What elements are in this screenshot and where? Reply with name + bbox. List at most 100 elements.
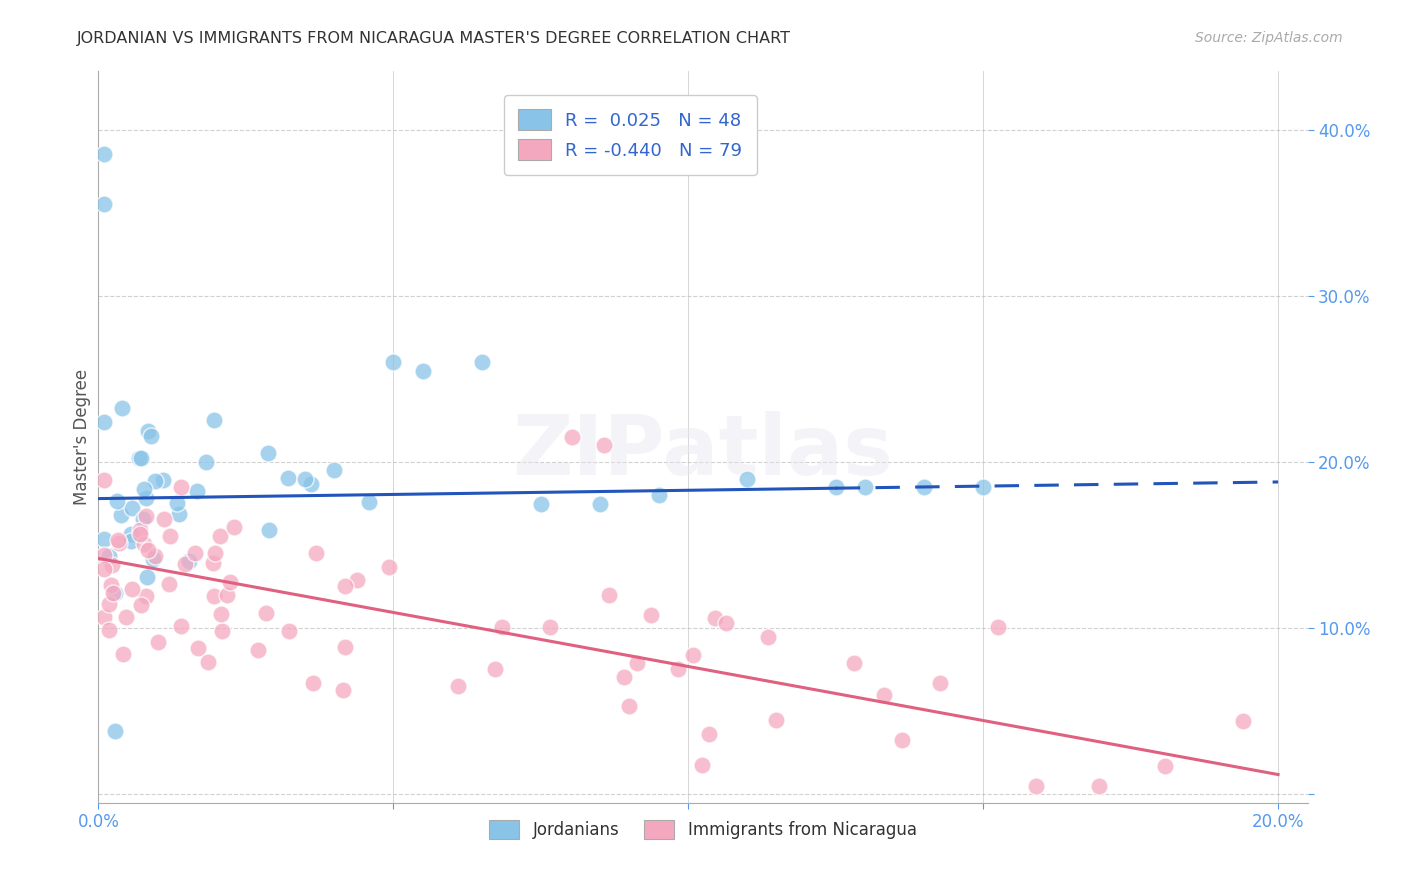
Point [305,546,328,560]
Point [179,554,201,568]
Point [93,532,115,546]
Point [530,497,553,511]
Point [853,480,876,494]
Point [153,511,176,525]
Point [929,676,952,690]
Point [377,560,399,574]
Point [873,689,896,703]
Point [254,607,277,621]
Point [484,662,506,676]
Point [129,451,152,466]
Point [202,413,225,427]
Point [187,641,209,656]
Point [844,656,866,670]
Point [97,549,120,564]
Point [132,537,155,551]
Point [204,546,226,560]
Point [690,757,713,772]
Point [107,536,129,550]
Point [222,520,245,534]
Point [93,147,115,161]
Point [136,570,159,584]
Point [703,611,725,625]
Point [143,549,166,563]
Point [215,588,238,602]
Point [346,573,368,587]
Point [143,474,166,488]
Text: JORDANIAN VS IMMIGRANTS FROM NICARAGUA MASTER'S DEGREE CORRELATION CHART: JORDANIAN VS IMMIGRANTS FROM NICARAGUA M… [77,31,792,46]
Point [648,488,671,502]
Point [598,588,620,602]
Point [114,610,136,624]
Point [257,446,280,460]
Point [323,463,346,477]
Point [357,495,380,509]
Point [111,401,134,415]
Point [157,577,180,591]
Y-axis label: Master's Degree: Master's Degree [73,369,91,505]
Point [101,586,124,600]
Point [93,473,115,487]
Point [152,473,174,487]
Point [110,508,132,523]
Point [139,429,162,443]
Text: ZIPatlas: ZIPatlas [513,411,893,492]
Point [184,546,207,560]
Point [132,511,155,525]
Point [121,500,143,515]
Point [129,526,152,541]
Point [912,480,935,494]
Point [134,482,156,496]
Point [97,597,120,611]
Point [167,507,190,521]
Point [714,615,737,630]
Point [112,647,135,661]
Point [1088,779,1111,793]
Point [104,724,127,739]
Point [159,529,181,543]
Point [136,424,159,438]
Point [1153,759,1175,773]
Point [613,670,636,684]
Point [170,619,193,633]
Point [93,415,115,429]
Point [589,497,612,511]
Point [128,450,150,465]
Point [593,438,616,452]
Point [93,561,115,575]
Point [247,643,270,657]
Point [135,589,157,603]
Point [194,455,217,469]
Point [120,527,142,541]
Point [640,607,662,622]
Point [201,556,224,570]
Point [93,610,115,624]
Text: Source: ZipAtlas.com: Source: ZipAtlas.com [1195,31,1343,45]
Point [294,472,316,486]
Point [333,579,356,593]
Point [142,552,165,566]
Point [186,484,208,499]
Point [756,630,779,644]
Point [697,727,720,741]
Point [219,574,242,589]
Point [335,640,357,655]
Point [987,620,1010,634]
Point [735,472,758,486]
Point [890,733,912,747]
Point [129,598,152,612]
Point [471,355,494,369]
Point [135,491,157,505]
Point [173,558,195,572]
Point [211,624,233,639]
Point [1025,779,1047,793]
Point [148,635,170,649]
Point [824,480,846,494]
Point [561,430,583,444]
Point [666,662,689,676]
Point [302,676,325,690]
Point [135,509,157,524]
Point [128,523,150,537]
Point [447,679,470,693]
Point [538,620,561,634]
